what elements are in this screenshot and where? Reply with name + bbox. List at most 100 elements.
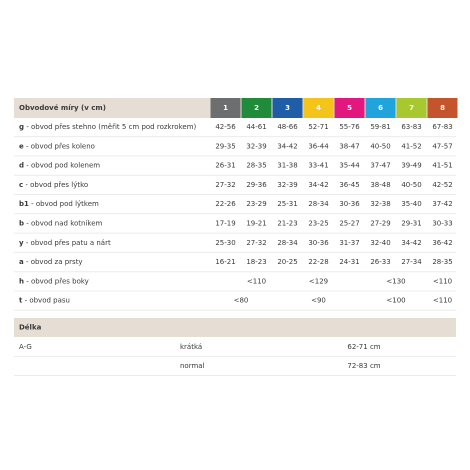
length-value: 62-71 cm (347, 343, 380, 351)
size-header: 2 (254, 104, 259, 112)
length-value: 72-83 cm (347, 362, 380, 370)
size-header-bg (241, 98, 272, 118)
row-value: 28-35 (432, 258, 452, 266)
row-value: 38-48 (370, 181, 390, 189)
row-value: 23-25 (308, 220, 328, 228)
row-value: <80 (234, 297, 249, 305)
row-code: c (19, 181, 23, 189)
row-value: 26-31 (215, 162, 235, 170)
row-value: 27-29 (370, 220, 390, 228)
row-code: d (19, 162, 24, 170)
row-value: 25-30 (215, 239, 235, 247)
row-value: 38-47 (339, 142, 359, 150)
size-header: 8 (440, 104, 445, 112)
row-value: <130 (386, 277, 405, 285)
row-value: 59-81 (370, 123, 390, 131)
row-text: - obvod pod lýtkem (29, 200, 99, 208)
row-label: b1 - obvod pod lýtkem (19, 200, 99, 208)
row-value: 27-34 (401, 258, 422, 266)
row-label: c - obvod přes lýtko (19, 181, 88, 189)
row-value: 32-39 (277, 181, 297, 189)
row-value: 31-38 (277, 162, 297, 170)
row-value: 37-47 (370, 162, 390, 170)
row-value: <110 (433, 277, 452, 285)
row-value: 35-44 (339, 162, 360, 170)
row-label: b - obvod nad kotníkem (19, 220, 103, 228)
row-value: 41-52 (401, 142, 421, 150)
row-value: 30-33 (432, 220, 452, 228)
row-value: 31-37 (339, 239, 359, 247)
row-value: 67-83 (432, 123, 452, 131)
size-header-bg (210, 98, 241, 118)
row-value: 22-26 (215, 200, 236, 208)
row-label: t - obvod pasu (19, 297, 70, 305)
row-code: a (19, 258, 24, 266)
row-code: b1 (19, 200, 29, 208)
row-label: e - obvod přes koleno (19, 142, 95, 150)
row-value: 29-35 (215, 142, 235, 150)
row-label: g - obvod přes stehno (měřit 5 cm pod ro… (19, 123, 197, 131)
row-value: 28-35 (246, 162, 266, 170)
row-value: 30-36 (339, 200, 360, 208)
row-value: 32-38 (370, 200, 390, 208)
row-value: 30-36 (308, 239, 329, 247)
row-code: e (19, 142, 24, 150)
row-value: 37-42 (432, 200, 452, 208)
row-value: 36-42 (432, 239, 452, 247)
row-label: d - obvod pod kolenem (19, 162, 100, 170)
row-value: 16-21 (215, 258, 235, 266)
row-label: h - obvod přes boky (19, 277, 89, 285)
row-text: - obvod přes stehno (měřit 5 cm pod rozk… (24, 123, 197, 131)
length-type: normal (180, 362, 205, 370)
row-text: - obvod za prsty (24, 258, 83, 266)
row-value: 21-23 (277, 220, 297, 228)
row-value: 42-52 (432, 181, 452, 189)
table-header: Obvodové míry (v cm) (19, 104, 106, 112)
row-code: y (19, 239, 24, 247)
size-header: 4 (316, 104, 321, 112)
row-text: - obvod pod kolenem (24, 162, 100, 170)
row-value: 25-27 (339, 220, 359, 228)
row-value: 47-57 (432, 142, 452, 150)
length-header-bg (14, 318, 456, 337)
size-header-bg (396, 98, 427, 118)
row-value: <100 (386, 297, 405, 305)
row-value: 28-34 (308, 200, 329, 208)
row-value: 41-51 (432, 162, 452, 170)
row-value: 23-29 (246, 200, 266, 208)
row-code: h (19, 277, 24, 285)
row-value: 19-21 (246, 220, 266, 228)
row-value: 29-36 (246, 181, 267, 189)
length-header: Délka (19, 324, 42, 332)
row-value: 25-31 (277, 200, 297, 208)
row-value: 26-33 (370, 258, 390, 266)
row-value: 32-39 (246, 142, 266, 150)
size-header: 7 (409, 104, 414, 112)
size-header-bg (334, 98, 365, 118)
row-value: 34-42 (277, 142, 297, 150)
size-header-bg (272, 98, 303, 118)
row-value: 36-44 (308, 142, 329, 150)
size-header: 1 (223, 104, 228, 112)
row-value: 20-25 (277, 258, 297, 266)
row-value: 39-49 (401, 162, 421, 170)
row-value: 27-32 (246, 239, 266, 247)
row-value: 40-50 (370, 142, 390, 150)
row-value: 24-31 (339, 258, 359, 266)
row-value: 55-76 (339, 123, 360, 131)
row-text: - obvod přes patu a nárt (24, 239, 111, 247)
row-value: 18-23 (246, 258, 266, 266)
size-header: 6 (378, 104, 383, 112)
size-header-bg (303, 98, 334, 118)
row-label: a - obvod za prsty (19, 258, 83, 266)
row-text: - obvod pasu (22, 297, 70, 305)
row-code: t (19, 297, 23, 305)
row-code: b (19, 220, 24, 228)
row-value: <129 (309, 277, 328, 285)
row-value: 22-28 (308, 258, 328, 266)
row-value: <110 (433, 297, 452, 305)
row-value: 33-41 (308, 162, 328, 170)
size-header: 5 (347, 104, 352, 112)
row-value: <110 (247, 277, 266, 285)
length-type: krátká (180, 343, 202, 351)
